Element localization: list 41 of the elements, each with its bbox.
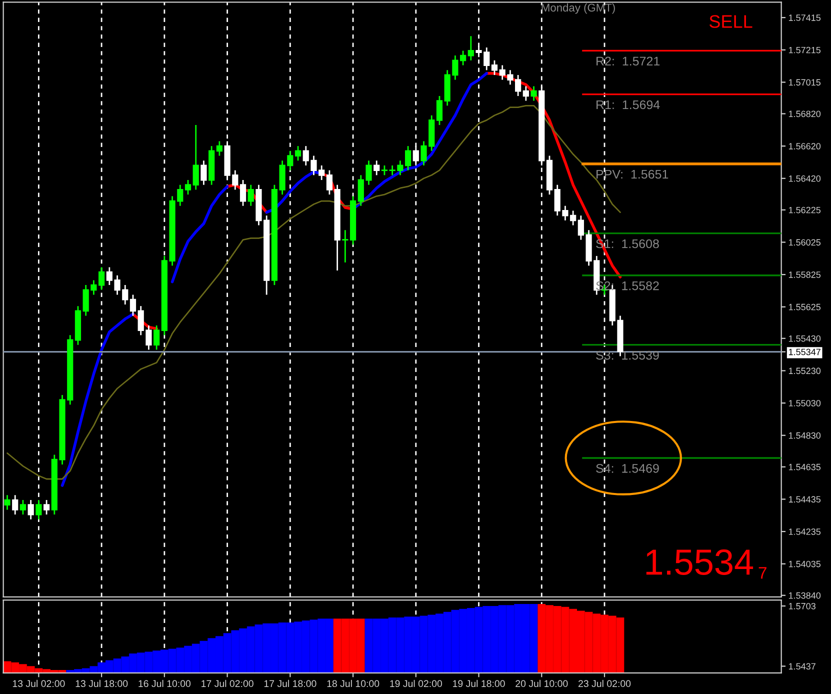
y-tick-label: 1.54235 [788,528,821,535]
y-tick-label: 1.56225 [788,206,821,214]
y-tick-label: 1.54635 [788,464,821,470]
y-tick-label: 1.57015 [788,79,821,86]
x-tick-label: 19 Jul 18:00 [453,680,505,688]
x-tick-label: 23 Jul 02:00 [578,680,631,688]
y-tick-label: 1.5703 [788,602,816,610]
ref-line-label: S4: 1.5469 [596,464,659,473]
y-tick-label: 1.55030 [788,400,821,406]
y-tick-label: 1.55347 [788,348,820,356]
annotation: 7 [758,567,766,579]
y-tick-label: 1.54035 [788,560,821,568]
x-tick-label: 19 Jul 02:00 [390,680,442,688]
x-tick-label: 16 Jul 10:00 [138,680,191,688]
y-tick-label: 1.55625 [788,304,821,310]
ref-line-label: S3: 1.5539 [596,350,659,360]
annotation: SELL [709,15,752,28]
y-tick-label: 1.56820 [788,110,821,118]
y-tick-label: 1.55430 [788,335,821,342]
annotation: 1.5534 [646,549,754,575]
x-tick-label: 18 Jul 10:00 [327,680,380,688]
y-tick-label: 1.53840 [788,592,821,599]
y-tick-label: 1.55825 [788,272,821,278]
y-tick-label: 1.5437 [788,663,816,670]
x-tick-label: 13 Jul 18:00 [76,680,128,688]
ref-line-label: R2: 1.5721 [596,56,660,66]
y-tick-label: 1.56420 [788,175,821,182]
ref-line-label: PPV: 1.5651 [596,170,668,179]
y-tick-label: 1.57415 [788,14,821,21]
annotation: Monday (GMT) [542,3,615,14]
x-tick-label: 17 Jul 18:00 [264,680,316,688]
x-tick-label: 13 Jul 02:00 [12,680,65,688]
x-tick-label: 20 Jul 10:00 [516,680,568,688]
y-tick-label: 1.54435 [788,496,821,503]
y-tick-label: 1.57215 [788,46,821,54]
y-tick-label: 1.55230 [788,368,821,374]
y-tick-label: 1.56620 [788,143,821,150]
x-tick-label: 17 Jul 02:00 [202,680,254,688]
ref-line-label: R1: 1.5694 [596,100,660,110]
y-tick-label: 1.56025 [788,239,821,246]
y-tick-label: 1.54830 [788,432,821,439]
